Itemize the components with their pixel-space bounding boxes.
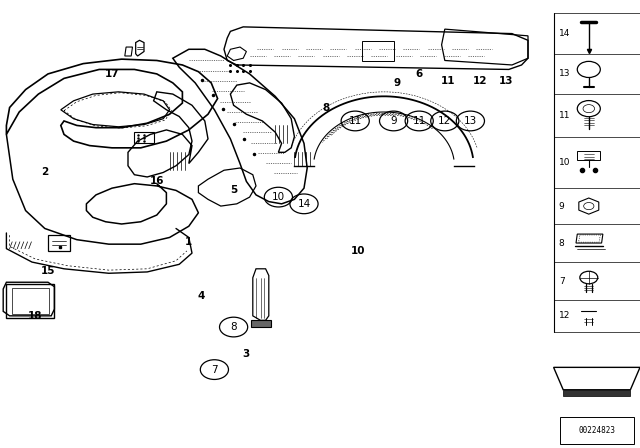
- Text: 5: 5: [230, 185, 237, 195]
- Text: 13: 13: [499, 76, 513, 86]
- Text: 8: 8: [230, 322, 237, 332]
- Text: 10: 10: [272, 192, 285, 202]
- Polygon shape: [251, 320, 271, 327]
- Text: 00224823: 00224823: [579, 426, 615, 435]
- Text: 11: 11: [441, 76, 455, 86]
- Text: 14: 14: [559, 29, 570, 38]
- Text: 17: 17: [105, 69, 119, 79]
- Text: 11: 11: [413, 116, 426, 126]
- Text: 16: 16: [150, 177, 164, 186]
- Text: 3: 3: [243, 349, 250, 359]
- Text: 9: 9: [393, 78, 401, 88]
- Text: 2: 2: [41, 168, 49, 177]
- Polygon shape: [563, 390, 630, 396]
- Text: 8: 8: [323, 103, 330, 112]
- Text: 12: 12: [473, 76, 487, 86]
- Text: 4: 4: [198, 291, 205, 301]
- Text: 1: 1: [185, 237, 193, 247]
- Text: 10: 10: [351, 246, 365, 256]
- Text: 11: 11: [349, 116, 362, 126]
- Text: 10: 10: [559, 158, 570, 167]
- Text: 13: 13: [464, 116, 477, 126]
- Text: 9: 9: [390, 116, 397, 126]
- Text: 11: 11: [559, 111, 570, 120]
- Text: 12: 12: [438, 116, 451, 126]
- Text: 18: 18: [28, 311, 42, 321]
- Text: 13: 13: [559, 69, 570, 78]
- Text: 8: 8: [559, 238, 564, 248]
- Text: 9: 9: [559, 202, 564, 211]
- Text: 6: 6: [415, 69, 423, 79]
- Text: 12: 12: [559, 311, 570, 320]
- Text: 14: 14: [298, 199, 310, 209]
- Text: 7: 7: [559, 276, 564, 286]
- Text: 15: 15: [41, 266, 55, 276]
- Text: 7: 7: [211, 365, 218, 375]
